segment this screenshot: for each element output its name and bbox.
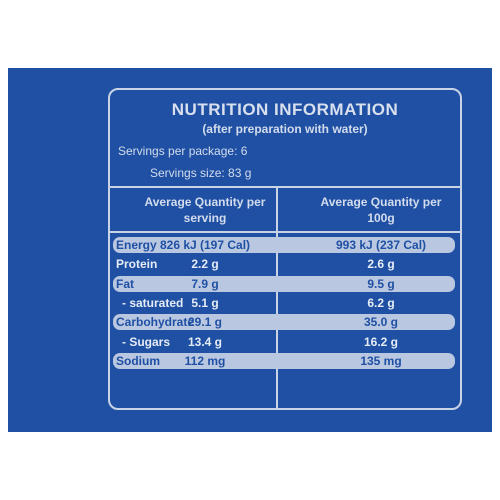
per-serving: 5.1 g [191, 295, 219, 310]
divider [110, 186, 460, 188]
per-100g: 6.2 g [367, 295, 395, 310]
divider [110, 231, 460, 233]
per-100g: 135 mg [360, 353, 402, 368]
title: NUTRITION INFORMATION [171, 100, 399, 119]
row-label: Sodium [116, 353, 160, 368]
per-100g: 16.2 g [363, 334, 399, 349]
per-serving: 29.1 g [187, 315, 223, 330]
row-label: Carbohydrate [116, 315, 195, 330]
row-label: Energy [116, 238, 157, 252]
servings-per-package: Servings per package: 6 [118, 144, 248, 158]
per-serving: 13.4 g [187, 334, 223, 349]
per-serving: 7.9 g [191, 276, 219, 291]
per-serving: 112 mg [184, 353, 226, 368]
subtitle: (after preparation with water) [202, 122, 368, 136]
row-shade [113, 314, 455, 331]
row-shade [113, 352, 455, 369]
serving-size: Servings size: 83 g [150, 166, 252, 180]
row-label: - saturated [122, 295, 184, 310]
row-label: - Sugars [122, 334, 171, 349]
row-label: Protein [116, 257, 158, 272]
per-100g: 35.0 g [363, 315, 399, 330]
column-header: Average Quantity per serving [144, 195, 266, 225]
per-serving: 2.2 g [191, 257, 219, 272]
column-header: Average Quantity per 100g [320, 195, 442, 225]
per-100g: 2.6 g [367, 257, 395, 272]
nutrition-box: NUTRITION INFORMATION (after preparation… [108, 88, 462, 410]
per-100g: 993 kJ (237 Cal) [335, 238, 427, 252]
column-divider [276, 186, 278, 408]
per-serving: 826 kJ (197 Cal) [159, 238, 251, 252]
label-panel: NUTRITION INFORMATION (after preparation… [8, 68, 492, 432]
row-label: Fat [116, 276, 134, 291]
row-shade [113, 237, 455, 253]
row-shade [113, 275, 455, 292]
per-100g: 9.5 g [367, 276, 395, 291]
